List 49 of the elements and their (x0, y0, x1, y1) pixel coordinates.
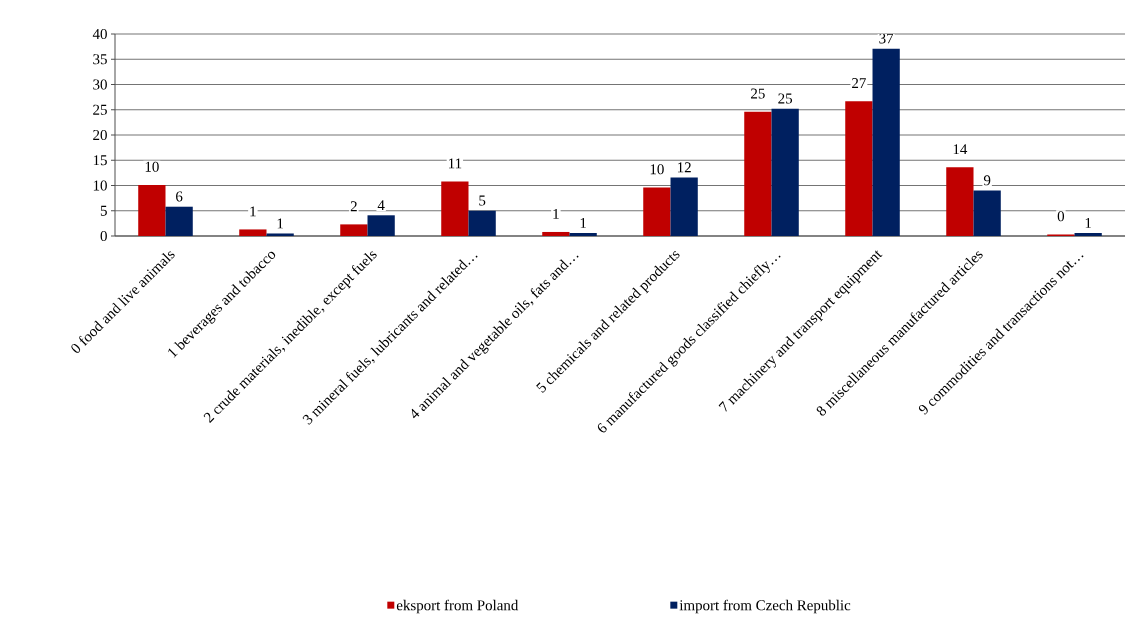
y-tick-label: 15 (93, 155, 107, 166)
bar (771, 108, 799, 236)
data-label: 9 (983, 175, 991, 186)
data-label: 27 (852, 78, 866, 88)
data-label: 12 (677, 162, 691, 173)
data-label: 4 (377, 200, 385, 211)
bar (340, 224, 368, 236)
data-label: 1 (277, 218, 283, 229)
bar (239, 229, 267, 236)
bar (643, 187, 671, 236)
data-label: 1 (580, 217, 586, 228)
data-label: 1 (553, 208, 559, 219)
data-label: 10 (650, 164, 664, 175)
bar (744, 111, 772, 236)
data-label: 25 (778, 93, 793, 104)
data-label: 2 (350, 201, 357, 212)
bar (973, 190, 1001, 236)
legend-label: eksport from Poland (396, 599, 519, 614)
data-label: 6 (176, 191, 183, 202)
data-label: 1 (1085, 217, 1091, 228)
y-tick-label: 25 (93, 104, 107, 115)
bar (441, 181, 469, 236)
data-label: 1 (250, 206, 256, 217)
bar (946, 167, 974, 236)
y-tick-label: 10 (93, 180, 107, 191)
bar (872, 48, 900, 236)
bar (845, 101, 873, 236)
bar (542, 231, 570, 236)
data-label: 14 (953, 144, 968, 155)
bar (1074, 232, 1102, 236)
data-label: 11 (448, 158, 462, 169)
y-tick-label: 5 (100, 205, 107, 216)
bar (367, 215, 395, 236)
bar (165, 206, 193, 236)
y-tick-label: 30 (93, 79, 107, 90)
y-tick-label: 40 (92, 28, 107, 40)
y-tick-label: 20 (93, 129, 107, 141)
data-label: 5 (479, 195, 486, 206)
bar (138, 185, 166, 236)
data-label: 25 (751, 88, 765, 99)
bar (569, 232, 597, 236)
y-tick-label: 0 (100, 230, 107, 242)
legend-label: import from Czech Republic (679, 599, 851, 614)
y-tick-label: 35 (93, 54, 107, 65)
bar (266, 233, 294, 236)
data-label: 0 (1057, 211, 1065, 222)
bar (468, 210, 496, 236)
bar (670, 177, 698, 236)
data-label: 10 (145, 161, 159, 172)
